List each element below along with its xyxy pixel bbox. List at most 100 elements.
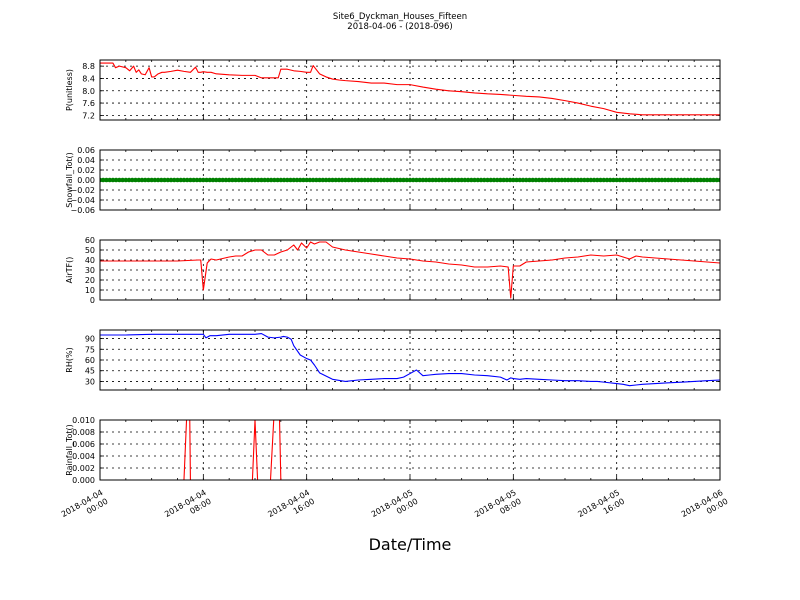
data-point <box>213 177 219 183</box>
data-point <box>336 177 342 183</box>
data-point <box>559 177 565 183</box>
data-point <box>443 177 448 183</box>
data-point <box>708 177 713 183</box>
data-point <box>217 177 222 183</box>
data-point <box>620 177 626 183</box>
series-line <box>100 62 720 116</box>
data-point <box>194 177 200 183</box>
data-point <box>291 177 297 183</box>
data-point <box>259 177 264 183</box>
data-point <box>533 177 539 183</box>
data-point <box>643 177 649 183</box>
data-point <box>110 177 116 183</box>
data-point <box>252 177 258 183</box>
data-point <box>330 177 335 183</box>
y-axis-label: P(unitless) <box>65 69 74 111</box>
data-point <box>326 177 332 183</box>
data-point <box>591 177 597 183</box>
y-tick-label: −0.06 <box>70 206 95 215</box>
data-point <box>685 177 691 183</box>
data-point <box>636 177 642 183</box>
data-point <box>617 177 623 183</box>
data-point <box>171 177 177 183</box>
y-axis-label: AirTF() <box>65 257 74 284</box>
data-point <box>265 177 271 183</box>
y-tick-label: 0 <box>90 296 95 305</box>
data-point <box>540 177 545 183</box>
data-point <box>129 177 135 183</box>
data-point <box>598 177 603 183</box>
chart-title: Site6_Dyckman_Houses_Fifteen <box>333 12 467 22</box>
data-point <box>517 177 523 183</box>
data-point <box>578 177 584 183</box>
data-point <box>117 177 122 183</box>
data-point <box>688 177 694 183</box>
data-point <box>243 177 248 183</box>
data-point <box>682 177 687 183</box>
data-point <box>436 177 442 183</box>
y-tick-label: −0.02 <box>70 186 95 195</box>
data-point <box>294 177 300 183</box>
data-point <box>191 177 196 183</box>
data-point <box>307 177 313 183</box>
data-point <box>239 177 245 183</box>
data-point <box>604 177 610 183</box>
data-point <box>188 177 193 183</box>
data-point <box>585 177 590 183</box>
data-point <box>536 177 542 183</box>
panel-5: 0.010 0.008 0.006 0.004 0.002 0.000Rainfall_T… <box>65 416 721 485</box>
data-point <box>701 177 707 183</box>
data-point <box>133 177 138 183</box>
data-point <box>546 177 552 183</box>
y-tick-label: 10 <box>85 286 95 295</box>
y-tick-label: 0.06 <box>77 146 95 155</box>
data-point <box>233 177 238 183</box>
data-point <box>165 177 171 183</box>
data-point <box>423 177 429 183</box>
data-point <box>456 177 461 183</box>
data-point <box>107 177 112 183</box>
data-point <box>333 177 339 183</box>
data-point <box>543 177 548 183</box>
data-point <box>695 177 700 183</box>
data-point <box>624 177 629 183</box>
y-tick-label: −0.04 <box>70 196 95 205</box>
series-line <box>100 241 720 299</box>
data-point <box>159 177 164 183</box>
data-point <box>352 177 358 183</box>
panels: 8.88.48.07.67.2P(unitless)0.060.040.020.… <box>65 59 721 485</box>
data-point <box>275 177 280 183</box>
data-point <box>184 177 190 183</box>
y-tick-label: 30 <box>85 266 95 275</box>
y-tick-label: 7.6 <box>82 99 95 108</box>
data-point <box>449 177 455 183</box>
data-point <box>201 177 206 183</box>
data-point <box>478 177 484 183</box>
chart-subtitle: 2018-04-06 - (2018-096) <box>347 22 452 32</box>
y-tick-label: 8.4 <box>82 74 95 83</box>
data-point <box>320 177 326 183</box>
data-point <box>582 177 587 183</box>
data-point <box>475 177 481 183</box>
data-point <box>459 177 464 183</box>
data-point <box>565 177 571 183</box>
data-point <box>633 177 639 183</box>
data-point <box>301 177 306 183</box>
y-tick-label: 0.008 <box>72 428 95 437</box>
data-point <box>223 177 229 183</box>
data-point <box>365 177 371 183</box>
data-point <box>268 177 274 183</box>
y-tick-label: 0.00 <box>77 176 95 185</box>
data-point <box>675 177 681 183</box>
data-point <box>178 177 184 183</box>
data-point <box>649 177 655 183</box>
y-tick-label: 90 <box>85 335 95 344</box>
y-tick-label: 40 <box>85 256 95 265</box>
data-point <box>656 177 661 183</box>
series-markers <box>100 177 720 183</box>
data-point <box>472 177 477 183</box>
